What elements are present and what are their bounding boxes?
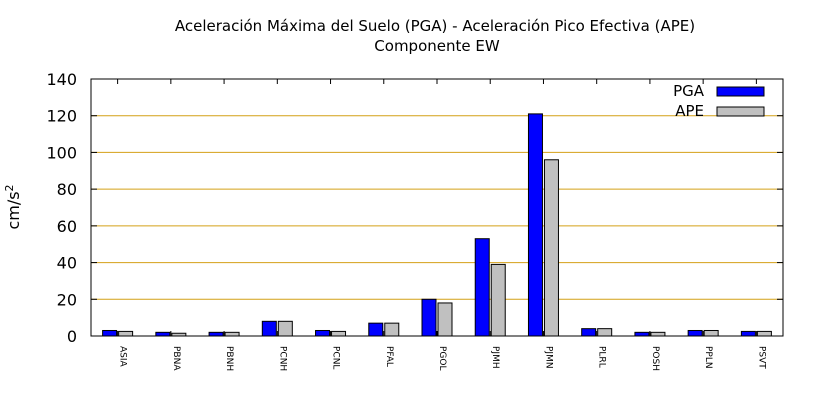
bar-pga-pjmh bbox=[474, 238, 490, 337]
y-tick-label: 80 bbox=[57, 180, 77, 199]
x-tick-label: ASIA bbox=[118, 346, 128, 368]
bar-pga-asia bbox=[102, 329, 118, 337]
x-tick-label: PLRL bbox=[597, 346, 607, 368]
bar-ape-pjmn bbox=[543, 159, 559, 337]
x-tick-label: PJMH bbox=[490, 346, 500, 369]
bar-pga-ppln bbox=[687, 329, 703, 337]
x-tick-label: PCNH bbox=[277, 346, 287, 371]
legend-swatch-ape bbox=[716, 106, 765, 117]
x-tick-label: PGOL bbox=[437, 346, 447, 371]
y-axis-label-exponent: 2 bbox=[3, 184, 16, 191]
x-tick-label: PSVT bbox=[756, 346, 766, 369]
bar-pga-pfal bbox=[368, 322, 384, 337]
y-axis-ticks: 0 20 40 60 80 100 120 140 bbox=[46, 70, 783, 346]
plot-frame bbox=[90, 78, 784, 337]
bar-pga-pbnh bbox=[208, 331, 224, 337]
bar-pga-psvt bbox=[740, 330, 756, 337]
x-tick-label: PBNH bbox=[224, 346, 234, 371]
legend-label-pga: PGA bbox=[673, 82, 705, 100]
x-tick-label: PCNL bbox=[331, 346, 341, 369]
y-axis-label: cm/s2 bbox=[3, 184, 23, 229]
bar-ape-pjmh bbox=[490, 263, 506, 337]
bar-ape-pgol bbox=[437, 302, 453, 337]
bar-ape-ppln bbox=[703, 329, 719, 337]
chart-subtitle: Componente EW bbox=[374, 37, 500, 55]
bar-ape-plrl bbox=[597, 328, 613, 337]
chart-title: Aceleración Máxima del Suelo (PGA) - Ace… bbox=[175, 17, 695, 35]
y-axis-label-base: cm/s bbox=[4, 191, 23, 229]
x-axis-ticks: ASIA PBNA PBNH PCNH PCNL PFAL PGOL PJMH PJMN PLRL… bbox=[117, 79, 766, 371]
legend-label-ape: APE bbox=[675, 102, 704, 120]
x-tick-label: PFAL bbox=[384, 346, 394, 367]
y-tick-label: 120 bbox=[46, 107, 77, 126]
bar-pga-plrl bbox=[581, 328, 597, 337]
y-tick-label: 100 bbox=[46, 143, 77, 162]
bar-pga-pcnl bbox=[315, 329, 331, 337]
bar-ape-pbnh bbox=[224, 331, 240, 337]
gridlines bbox=[91, 115, 783, 300]
bar-pga-posh bbox=[634, 331, 650, 337]
x-tick-label: PJMN bbox=[543, 346, 553, 369]
y-tick-label: 0 bbox=[67, 327, 77, 346]
bars bbox=[102, 113, 772, 337]
y-tick-label: 40 bbox=[57, 254, 77, 273]
bar-pga-pjmn bbox=[527, 113, 543, 337]
bar-pga-pgol bbox=[421, 298, 437, 337]
y-tick-label: 140 bbox=[46, 70, 77, 89]
legend: PGA APE bbox=[673, 82, 765, 120]
y-tick-label: 60 bbox=[57, 217, 77, 236]
bar-ape-pcnl bbox=[331, 330, 347, 337]
bar-ape-asia bbox=[118, 330, 134, 337]
bar-ape-pfal bbox=[384, 322, 400, 337]
x-tick-label: PPLN bbox=[703, 346, 713, 369]
bar-pga-pcnh bbox=[261, 320, 277, 337]
y-tick-label: 20 bbox=[57, 290, 77, 309]
bar-pga-pbna bbox=[155, 331, 171, 337]
bar-ape-posh bbox=[650, 331, 666, 337]
legend-swatch-pga bbox=[716, 86, 765, 97]
x-tick-label: POSH bbox=[650, 346, 660, 371]
x-tick-label: PBNA bbox=[171, 346, 181, 371]
bar-ape-psvt bbox=[756, 330, 772, 337]
bar-ape-pcnh bbox=[277, 320, 293, 337]
